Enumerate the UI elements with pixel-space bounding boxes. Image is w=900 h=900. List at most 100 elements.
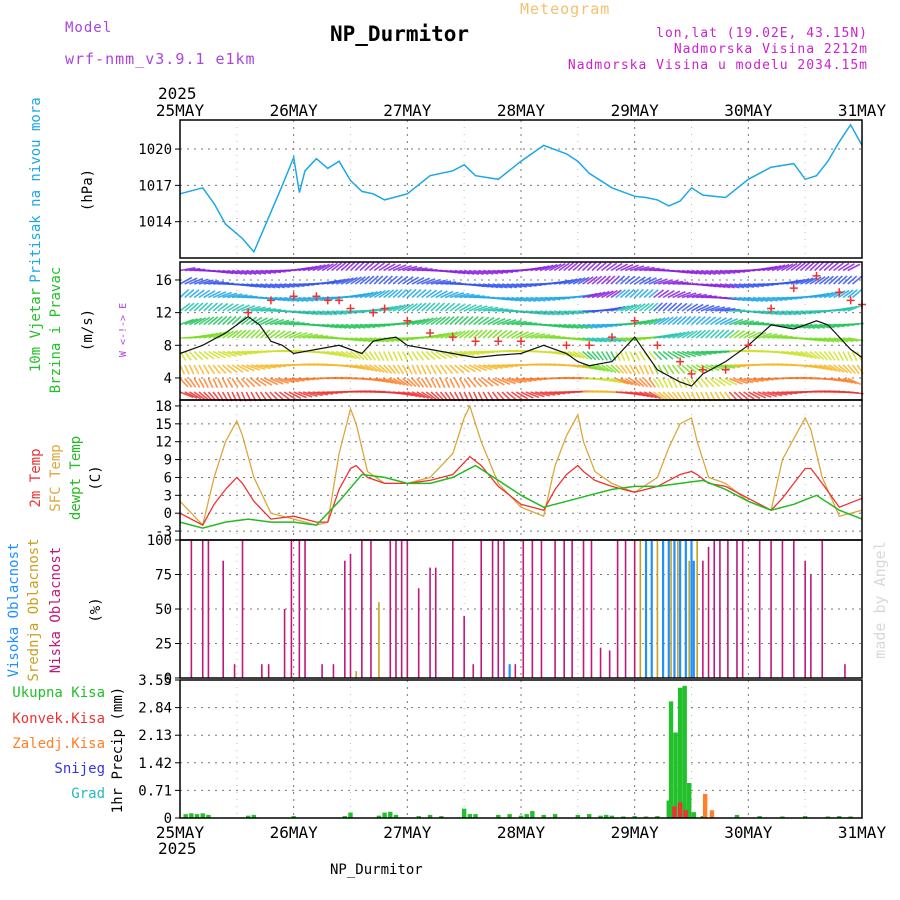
wind-barb bbox=[340, 277, 354, 285]
wind-barb bbox=[553, 262, 566, 272]
wind-barb bbox=[193, 278, 209, 285]
y-tick-label: 0.71 bbox=[138, 783, 172, 799]
wind-barb bbox=[823, 350, 832, 361]
x-tick-label-bottom: 27MAY bbox=[383, 823, 432, 842]
wind-barb bbox=[667, 350, 680, 360]
wind-barb bbox=[416, 391, 430, 400]
wind-barb bbox=[420, 364, 427, 375]
wind-barb bbox=[260, 308, 277, 312]
wind-barb bbox=[444, 331, 458, 339]
wind-barb bbox=[643, 391, 658, 399]
wind-barb bbox=[738, 320, 754, 326]
wind-barb bbox=[359, 291, 374, 299]
wind-barb bbox=[193, 350, 204, 361]
wind-barb bbox=[506, 319, 522, 326]
wind-barb bbox=[473, 364, 488, 372]
wind-barb bbox=[425, 289, 438, 299]
wind-barb bbox=[634, 303, 646, 312]
wind-barb bbox=[468, 269, 484, 276]
gust-marker bbox=[585, 341, 594, 350]
wind-barb bbox=[307, 264, 322, 272]
wind-barb bbox=[814, 350, 825, 361]
wind-barb bbox=[392, 364, 401, 375]
wind-barb bbox=[662, 350, 674, 360]
wind-barb bbox=[568, 277, 582, 285]
wind-barb bbox=[231, 329, 243, 339]
precip-total-bar bbox=[467, 814, 473, 818]
gust-marker bbox=[744, 341, 753, 350]
wind-barb bbox=[416, 277, 430, 285]
precip-legend-precip-snow: Snijeg bbox=[54, 761, 105, 777]
wind-barb bbox=[837, 289, 850, 299]
wind-barb bbox=[700, 304, 715, 312]
wind-barb bbox=[814, 276, 826, 285]
wind-barb bbox=[468, 329, 479, 339]
wind-barb bbox=[383, 275, 393, 285]
wind-barb bbox=[222, 315, 232, 326]
wind-barb bbox=[482, 316, 495, 326]
wind-barb bbox=[667, 391, 677, 401]
wind-barb bbox=[577, 276, 590, 285]
wind-barb bbox=[406, 351, 414, 361]
y-tick-label: 6 bbox=[164, 470, 172, 486]
wind-barb bbox=[368, 351, 377, 361]
wind-barb bbox=[634, 288, 644, 299]
temp-2m-label: 2m Temp bbox=[28, 448, 44, 507]
wind-barb bbox=[530, 391, 545, 398]
wind-barb bbox=[657, 350, 668, 361]
wind-barb bbox=[563, 310, 580, 315]
wind-barb bbox=[596, 364, 609, 373]
wind-barb bbox=[269, 377, 284, 385]
wind-barb bbox=[535, 333, 551, 339]
wind-barb bbox=[681, 302, 693, 312]
wind-barb bbox=[828, 275, 839, 285]
wind-barb bbox=[643, 377, 653, 388]
wind-barb bbox=[667, 364, 675, 375]
wind-barb bbox=[288, 377, 305, 382]
wind-barb bbox=[345, 350, 357, 360]
wind-barb bbox=[790, 310, 807, 315]
wind-barb bbox=[468, 350, 485, 355]
precip-total-bar bbox=[673, 732, 678, 818]
wind-barb bbox=[511, 391, 523, 400]
wind-barb bbox=[444, 364, 454, 375]
wind-barb bbox=[425, 316, 438, 326]
wind-barb bbox=[231, 378, 239, 388]
wind-barb bbox=[454, 364, 465, 374]
wind-barb bbox=[440, 331, 454, 339]
wind-barb bbox=[245, 316, 257, 326]
wind-barb bbox=[795, 278, 810, 285]
wind-barb bbox=[364, 323, 381, 328]
wind-barb bbox=[387, 364, 397, 375]
wind-barb bbox=[350, 337, 366, 343]
wind-barb bbox=[184, 391, 198, 399]
panel-frame bbox=[179, 119, 863, 259]
wind-barb bbox=[345, 261, 356, 272]
wind-barb bbox=[605, 351, 613, 361]
wind-barb bbox=[828, 364, 841, 373]
wind-barb bbox=[724, 391, 733, 402]
wind-barb bbox=[681, 292, 697, 299]
wind-barb bbox=[435, 350, 447, 360]
wind-barb bbox=[274, 283, 290, 289]
wind-barb bbox=[819, 364, 833, 372]
wind-barb bbox=[662, 364, 670, 375]
wind-barb bbox=[241, 329, 252, 339]
wind-barb bbox=[184, 318, 199, 326]
wind-barb bbox=[605, 262, 618, 272]
wind-barb bbox=[226, 330, 239, 339]
wind-barb bbox=[506, 391, 517, 401]
wind-barb bbox=[326, 323, 342, 329]
wind-barb bbox=[449, 302, 461, 312]
wind-barb bbox=[355, 337, 371, 343]
wind-barb bbox=[587, 292, 602, 299]
wind-barb bbox=[691, 269, 707, 275]
wind-barb bbox=[378, 262, 391, 272]
wind-barb bbox=[293, 391, 307, 399]
wind-barb bbox=[596, 290, 610, 299]
precip-total-bar bbox=[632, 816, 637, 818]
wind-barb bbox=[188, 350, 198, 361]
wind-barb bbox=[728, 391, 738, 401]
wind-barb bbox=[454, 315, 464, 326]
wind-barb bbox=[378, 364, 389, 374]
